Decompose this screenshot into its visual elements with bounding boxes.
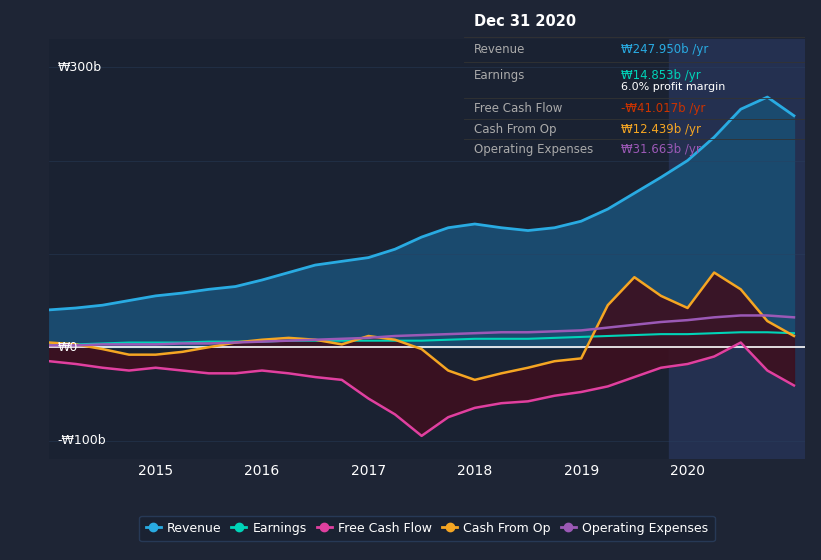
Text: Revenue: Revenue <box>474 43 525 56</box>
Text: Earnings: Earnings <box>474 69 525 82</box>
Text: Cash From Op: Cash From Op <box>474 123 557 136</box>
Legend: Revenue, Earnings, Free Cash Flow, Cash From Op, Operating Expenses: Revenue, Earnings, Free Cash Flow, Cash … <box>140 516 714 541</box>
Text: Dec 31 2020: Dec 31 2020 <box>474 14 576 29</box>
Text: ₩0: ₩0 <box>57 340 78 354</box>
Text: ₩14.853b /yr: ₩14.853b /yr <box>621 69 700 82</box>
Text: -₩100b: -₩100b <box>57 434 107 447</box>
Text: ₩300b: ₩300b <box>57 60 102 74</box>
Text: Operating Expenses: Operating Expenses <box>474 143 594 156</box>
Text: Free Cash Flow: Free Cash Flow <box>474 102 562 115</box>
Text: ₩247.950b /yr: ₩247.950b /yr <box>621 43 708 56</box>
Text: ₩31.663b /yr: ₩31.663b /yr <box>621 143 700 156</box>
Text: ₩12.439b /yr: ₩12.439b /yr <box>621 123 700 136</box>
Text: -₩41.017b /yr: -₩41.017b /yr <box>621 102 705 115</box>
Bar <box>669 39 805 459</box>
Text: 6.0% profit margin: 6.0% profit margin <box>621 82 725 92</box>
